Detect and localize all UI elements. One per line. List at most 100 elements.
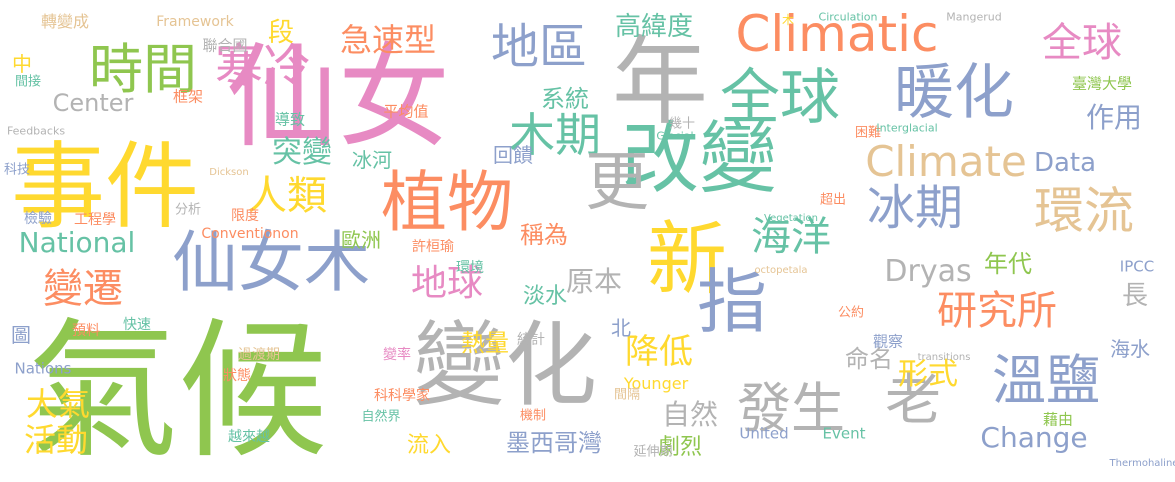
cloud-word: 環境 [456, 260, 484, 276]
cloud-word: 時間 [89, 38, 197, 101]
cloud-word: 快速 [123, 317, 151, 333]
cloud-word: Climatic [735, 5, 939, 63]
cloud-word: 中 [12, 52, 32, 76]
cloud-word: 劇烈 [657, 435, 703, 460]
cloud-word: 墨西哥灣 [506, 429, 602, 457]
cloud-word: Data [1033, 148, 1097, 178]
cloud-word: 新 [647, 213, 727, 306]
cloud-word: 段 [267, 18, 295, 48]
cloud-word: 木期 [509, 108, 601, 162]
cloud-word: 仙女 [226, 33, 450, 163]
cloud-word: 轉變成 [40, 12, 90, 31]
cloud-word: transitions [917, 352, 971, 363]
cloud-word: 框架 [172, 87, 204, 106]
cloud-word: Vegetation [764, 213, 818, 224]
cloud-word: 觀察 [872, 332, 904, 351]
cloud-word: 全球 [1042, 20, 1122, 66]
cloud-word: 回饋 [493, 143, 533, 167]
cloud-word: 分析 [174, 202, 202, 218]
cloud-word: 突變 [272, 135, 332, 170]
cloud-word: 冰河 [352, 148, 392, 172]
cloud-word: 淡水 [522, 284, 568, 309]
cloud-word: 老 [885, 368, 941, 433]
cloud-word: 困難 [854, 125, 882, 141]
cloud-word: 年 [612, 26, 708, 138]
cloud-word: Change [980, 421, 1088, 454]
cloud-word: 變化 [412, 312, 598, 419]
cloud-word: 檢驗 [24, 211, 52, 227]
cloud-word: 長 [1121, 281, 1149, 311]
cloud-word: Dickson [209, 167, 249, 178]
cloud-word: 歐洲 [341, 228, 381, 252]
cloud-word: 許桓瑜 [412, 239, 454, 255]
cloud-word: 間接 [14, 74, 42, 90]
cloud-word: IPCC [1119, 257, 1155, 276]
cloud-word: 工程學 [74, 212, 116, 228]
cloud-word: 臺灣大學 [1071, 74, 1133, 93]
cloud-word: 環流 [1034, 182, 1134, 240]
cloud-word: Nations [14, 359, 72, 378]
cloud-word: Event [822, 424, 866, 443]
cloud-word: Center [52, 89, 134, 117]
cloud-word: 間隔 [613, 387, 641, 403]
cloud-word: 藉由 [1042, 410, 1074, 429]
cloud-word: 限度 [231, 208, 259, 224]
cloud-word: 預料 [72, 323, 100, 339]
cloud-word: 高緯度 [614, 12, 694, 42]
cloud-word: 植物 [381, 164, 513, 241]
cloud-word: 改變 [620, 114, 778, 204]
cloud-word: octopetala [754, 265, 808, 276]
cloud-word: 作用 [1085, 101, 1143, 134]
cloud-word: National [18, 226, 136, 259]
cloud-word: 機制 [519, 408, 547, 424]
cloud-word: 流入 [406, 433, 452, 458]
cloud-word: 統計 [517, 332, 545, 348]
cloud-word: 全球 [720, 63, 840, 133]
cloud-word: Younger [623, 374, 689, 393]
cloud-word: 自然 [661, 398, 719, 431]
cloud-word: 自然界 [361, 409, 401, 425]
cloud-word: 圖 [11, 323, 31, 347]
cloud-word: 指 [697, 261, 767, 343]
cloud-word: 過渡期 [238, 347, 280, 363]
cloud-word: 聯合國 [202, 36, 248, 55]
cloud-word: 仙女木 [172, 224, 370, 301]
cloud-word: Dryas [884, 254, 972, 289]
cloud-word: 人類 [247, 173, 327, 219]
cloud-word: 變率 [383, 347, 411, 363]
cloud-word: 形式 [898, 357, 958, 392]
cloud-word: 熱量 [461, 329, 509, 357]
cloud-word: 氣候 [27, 305, 329, 479]
cloud-word: 變遷 [43, 266, 123, 312]
cloud-word: Thermohaline [1109, 458, 1175, 469]
cloud-word: 木 [781, 13, 795, 27]
cloud-word: 暖化 [894, 58, 1014, 128]
cloud-word: Feedbacks [6, 124, 66, 138]
cloud-word: 寒冷 [214, 39, 312, 95]
cloud-word: 海水 [1110, 337, 1150, 361]
cloud-word: 命名 [845, 345, 893, 373]
cloud-word: 越來越 [228, 429, 270, 445]
cloud-word: 降低 [625, 332, 693, 372]
cloud-word: 更 [585, 146, 649, 220]
cloud-word: 急速型 [339, 21, 437, 59]
cloud-word: 稱為 [520, 221, 568, 249]
cloud-word: Climate [865, 137, 1027, 186]
cloud-word: 大氣 [25, 385, 91, 423]
cloud-word: Glacial [656, 129, 694, 143]
cloud-word: 系統 [541, 85, 589, 113]
cloud-word: 平均值 [383, 102, 429, 121]
cloud-word: Conventionon [201, 226, 299, 242]
cloud-word: Circulation [818, 10, 878, 24]
cloud-word: 活動 [23, 421, 89, 459]
cloud-word: Mangerud [946, 10, 1002, 24]
cloud-word: 科技 [3, 162, 31, 178]
cloud-word: 科科學家 [374, 388, 430, 404]
cloud-word: 海洋 [751, 214, 831, 260]
cloud-word: 狀態 [223, 368, 251, 384]
cloud-word: Framework [156, 14, 234, 30]
cloud-word: 事件 [10, 133, 200, 242]
cloud-word: 公約 [837, 305, 865, 321]
cloud-word: 幾十 [668, 116, 696, 132]
